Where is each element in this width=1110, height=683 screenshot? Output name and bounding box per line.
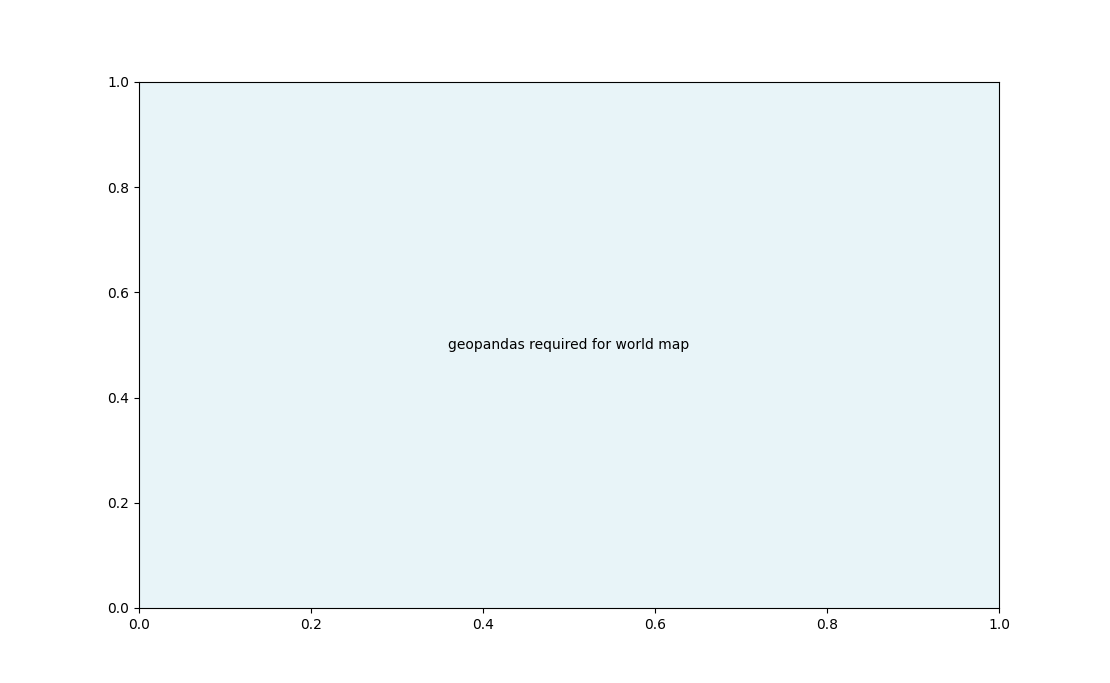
Text: geopandas required for world map: geopandas required for world map xyxy=(448,338,689,352)
